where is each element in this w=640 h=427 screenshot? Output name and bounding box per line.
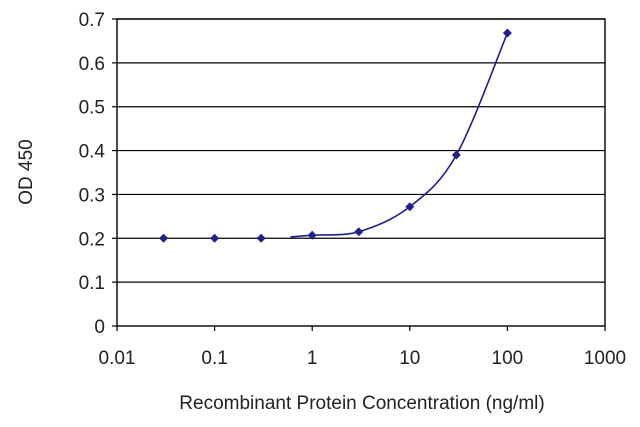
y-tick-label-5: 0.5 [79, 98, 105, 119]
data-point-7 [502, 28, 512, 38]
y-tick-label-3: 0.3 [79, 185, 105, 206]
y-tick-label-6: 0.6 [79, 54, 105, 75]
data-point-5 [405, 202, 415, 212]
fit-curve [290, 32, 509, 238]
data-point-4 [354, 227, 364, 237]
axes [112, 18, 606, 331]
plot-frame [116, 18, 606, 327]
y-tick-label-7: 0.7 [79, 10, 105, 31]
x-tick-label-1: 0.1 [201, 348, 227, 369]
data-point-2 [256, 233, 266, 243]
x-tick-label-4: 100 [492, 348, 524, 369]
grid-lines [117, 18, 605, 283]
y-tick-label-4: 0.4 [79, 142, 106, 163]
data-point-0 [159, 233, 169, 243]
y-axis-title: OD 450 [16, 139, 37, 204]
data-point-3 [307, 230, 317, 240]
data-point-1 [210, 233, 220, 243]
data-point-6 [451, 150, 461, 160]
data-points [159, 28, 512, 243]
tick-labels: 0 0.1 0.2 0.3 0.4 0.5 0.6 0.7 0.01 0.1 1 10 100 1000 [79, 10, 627, 369]
x-tick-label-5: 1000 [584, 348, 626, 369]
y-tick-label-0: 0 [94, 317, 105, 338]
x-tick-label-0: 0.01 [99, 348, 136, 369]
x-tick-label-2: 1 [307, 348, 318, 369]
x-axis-title: Recombinant Protein Concentration (ng/ml… [179, 393, 544, 414]
fit-curve-layer [290, 32, 509, 238]
y-tick-label-2: 0.2 [79, 229, 105, 250]
x-tick-label-3: 10 [399, 348, 420, 369]
y-tick-label-1: 0.1 [79, 273, 105, 294]
